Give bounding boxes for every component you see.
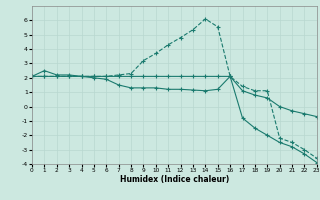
X-axis label: Humidex (Indice chaleur): Humidex (Indice chaleur): [120, 175, 229, 184]
